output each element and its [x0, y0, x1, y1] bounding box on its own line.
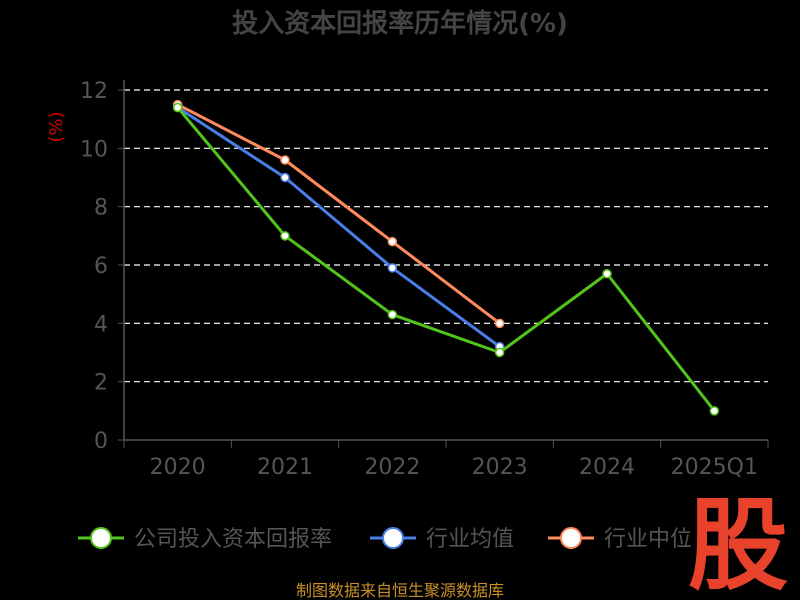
- legend-label: 行业中位: [604, 527, 692, 552]
- grid-lines: [124, 89, 768, 383]
- legend-item[interactable]: 行业均值: [370, 527, 514, 552]
- y-tick-label: 0: [94, 429, 108, 454]
- x-tick-label: 2023: [472, 455, 528, 480]
- y-tick-label: 10: [80, 137, 108, 162]
- axes: 0 2 4 6 8 10 12 2020 2021 2022 2023 2024 2025Q1: [80, 79, 769, 480]
- legend-swatch-marker: [382, 527, 404, 549]
- series-line: [176, 103, 501, 325]
- y-tick-label: 6: [94, 254, 108, 279]
- legend[interactable]: 公司投入资本回报率 行业均值 行业中位: [78, 527, 692, 552]
- y-axis-label: (%): [46, 111, 67, 142]
- logo: 股: [688, 487, 788, 600]
- data-point: [494, 347, 505, 358]
- y-tick-label: 12: [80, 79, 108, 104]
- x-tick-label: 2021: [257, 455, 313, 480]
- data-source-note: 制图数据来自恒生聚源数据库: [296, 581, 504, 600]
- series-lines: [172, 99, 720, 416]
- data-point: [387, 263, 398, 273]
- x-tick-label: 2020: [150, 455, 206, 480]
- data-point: [387, 309, 398, 320]
- series-line: [176, 106, 501, 348]
- data-point: [709, 406, 720, 416]
- y-tick-label: 8: [94, 196, 108, 221]
- data-point: [172, 102, 183, 113]
- legend-swatch-marker: [560, 527, 582, 549]
- data-point: [387, 236, 398, 247]
- legend-item[interactable]: 行业中位: [548, 527, 692, 552]
- legend-swatch-marker: [90, 527, 112, 549]
- data-point: [280, 155, 290, 165]
- x-tick-label: 2025Q1: [671, 455, 758, 480]
- x-tick-label: 2024: [579, 455, 635, 480]
- legend-item[interactable]: 公司投入资本回报率: [78, 527, 332, 552]
- y-tick-label: 2: [94, 371, 108, 396]
- x-tick-label: 2022: [364, 455, 420, 480]
- y-tick-label: 4: [94, 312, 108, 337]
- data-point: [602, 269, 612, 279]
- data-point: [494, 318, 505, 329]
- series-line: [176, 106, 716, 412]
- legend-label: 行业均值: [426, 527, 514, 552]
- legend-label: 公司投入资本回报率: [134, 527, 332, 552]
- chart-title: 投入资本回报率历年情况(%): [232, 8, 568, 39]
- data-point: [280, 172, 290, 183]
- data-point: [280, 231, 290, 241]
